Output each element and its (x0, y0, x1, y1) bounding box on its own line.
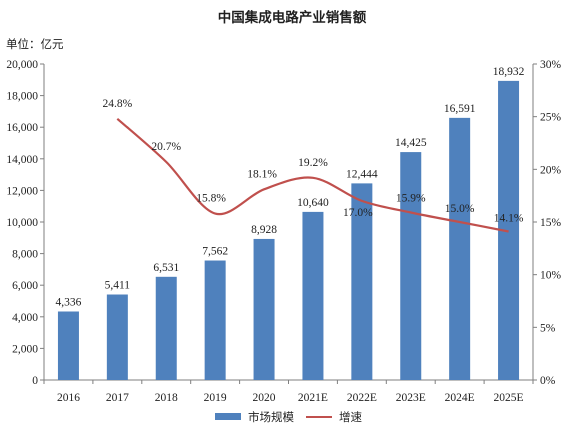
bar-value-label: 14,425 (395, 137, 427, 149)
growth-value-label: 19.2% (298, 157, 328, 169)
unit-label: 单位：亿元 (6, 37, 64, 51)
left-axis-tick-label: 16,000 (6, 122, 38, 134)
growth-value-label: 17.0% (343, 207, 373, 219)
left-axis-tick-label: 6,000 (12, 280, 38, 292)
bar-value-label: 6,531 (153, 262, 179, 274)
x-axis-tick-label: 2017 (106, 392, 129, 404)
x-axis-tick-label: 2023E (396, 392, 426, 404)
x-axis-tick-label: 2016 (57, 392, 80, 404)
growth-value-label: 15.9% (396, 193, 426, 205)
bar (351, 183, 373, 380)
right-axis-tick-label: 10% (540, 270, 562, 282)
bar-data-labels: 4,336 5,411 6,531 7,562 8,928 10,640 12,444 14,… (56, 66, 525, 309)
bar-value-label: 8,928 (251, 224, 277, 236)
x-axis-tick-labels: 2016 2017 2018 2019 2020 2021E 2022E 2023E 2024E… (43, 380, 534, 404)
growth-value-label: 15.8% (196, 193, 226, 205)
x-axis-tick-label: 2025E (494, 392, 524, 404)
right-axis-tick-label: 0% (540, 375, 556, 387)
bar-value-label: 10,640 (297, 197, 329, 209)
growth-value-label: 24.8% (102, 98, 132, 110)
bar (155, 276, 177, 380)
bar (253, 238, 275, 380)
right-axis-tick-label: 25% (540, 112, 562, 124)
right-axis-tick-label: 5% (540, 322, 556, 334)
x-axis-tick-label: 2024E (445, 392, 475, 404)
bar-value-label: 5,411 (105, 280, 131, 292)
bar (449, 117, 471, 381)
legend-swatch-bar (215, 413, 241, 420)
left-axis-ticks: 0 2,000 4,000 6,000 8,000 10,000 12,000 14,000 1… (6, 59, 44, 387)
bar (302, 211, 324, 380)
bar-value-label: 18,932 (493, 66, 525, 78)
bar-value-label: 16,591 (444, 103, 476, 115)
left-axis-tick-label: 20,000 (6, 59, 38, 71)
left-axis-tick-label: 0 (32, 375, 38, 387)
growth-line (116, 117, 509, 233)
left-axis-tick-label: 4,000 (12, 312, 38, 324)
left-axis-tick-label: 10,000 (6, 217, 38, 229)
bar-value-label: 4,336 (56, 296, 82, 308)
right-axis-tick-label: 20% (540, 164, 562, 176)
legend-label-bar: 市场规模 (248, 410, 294, 424)
x-axis-tick-label: 2018 (155, 392, 178, 404)
growth-value-label: 14.1% (494, 212, 524, 224)
x-axis-tick-label: 2022E (347, 392, 377, 404)
bar (106, 294, 128, 380)
right-axis-ticks: 0% 5% 10% 15% 20% 25% 30% (533, 59, 562, 387)
left-axis-tick-label: 8,000 (12, 249, 38, 261)
bar (400, 152, 422, 380)
left-axis-tick-label: 2,000 (12, 343, 38, 355)
right-axis-tick-label: 30% (540, 59, 562, 71)
bar (204, 260, 226, 380)
legend: 市场规模 增速 (215, 410, 362, 424)
right-axis-tick-label: 15% (540, 217, 562, 229)
growth-line-series (116, 117, 509, 233)
left-axis-tick-label: 18,000 (6, 91, 38, 103)
left-axis-tick-label: 14,000 (6, 154, 38, 166)
chart-title: 中国集成电路产业销售额 (218, 9, 367, 26)
bar (57, 311, 79, 380)
growth-value-label: 18.1% (247, 168, 277, 180)
growth-value-label: 20.7% (151, 141, 181, 153)
legend-label-line: 增速 (339, 410, 362, 424)
growth-value-label: 15.0% (445, 203, 475, 215)
growth-data-labels: 24.8% 20.7% 15.8% 18.1% 19.2% 17.0% 15.9% 15.0%… (102, 98, 523, 225)
bar-series (57, 80, 520, 381)
x-axis-tick-label: 2021E (298, 392, 328, 404)
bar-value-label: 7,562 (202, 246, 228, 258)
x-axis-tick-label: 2020 (253, 392, 276, 404)
left-axis-tick-label: 12,000 (6, 185, 38, 197)
bar-value-label: 12,444 (346, 168, 378, 180)
x-axis-tick-label: 2019 (204, 392, 227, 404)
